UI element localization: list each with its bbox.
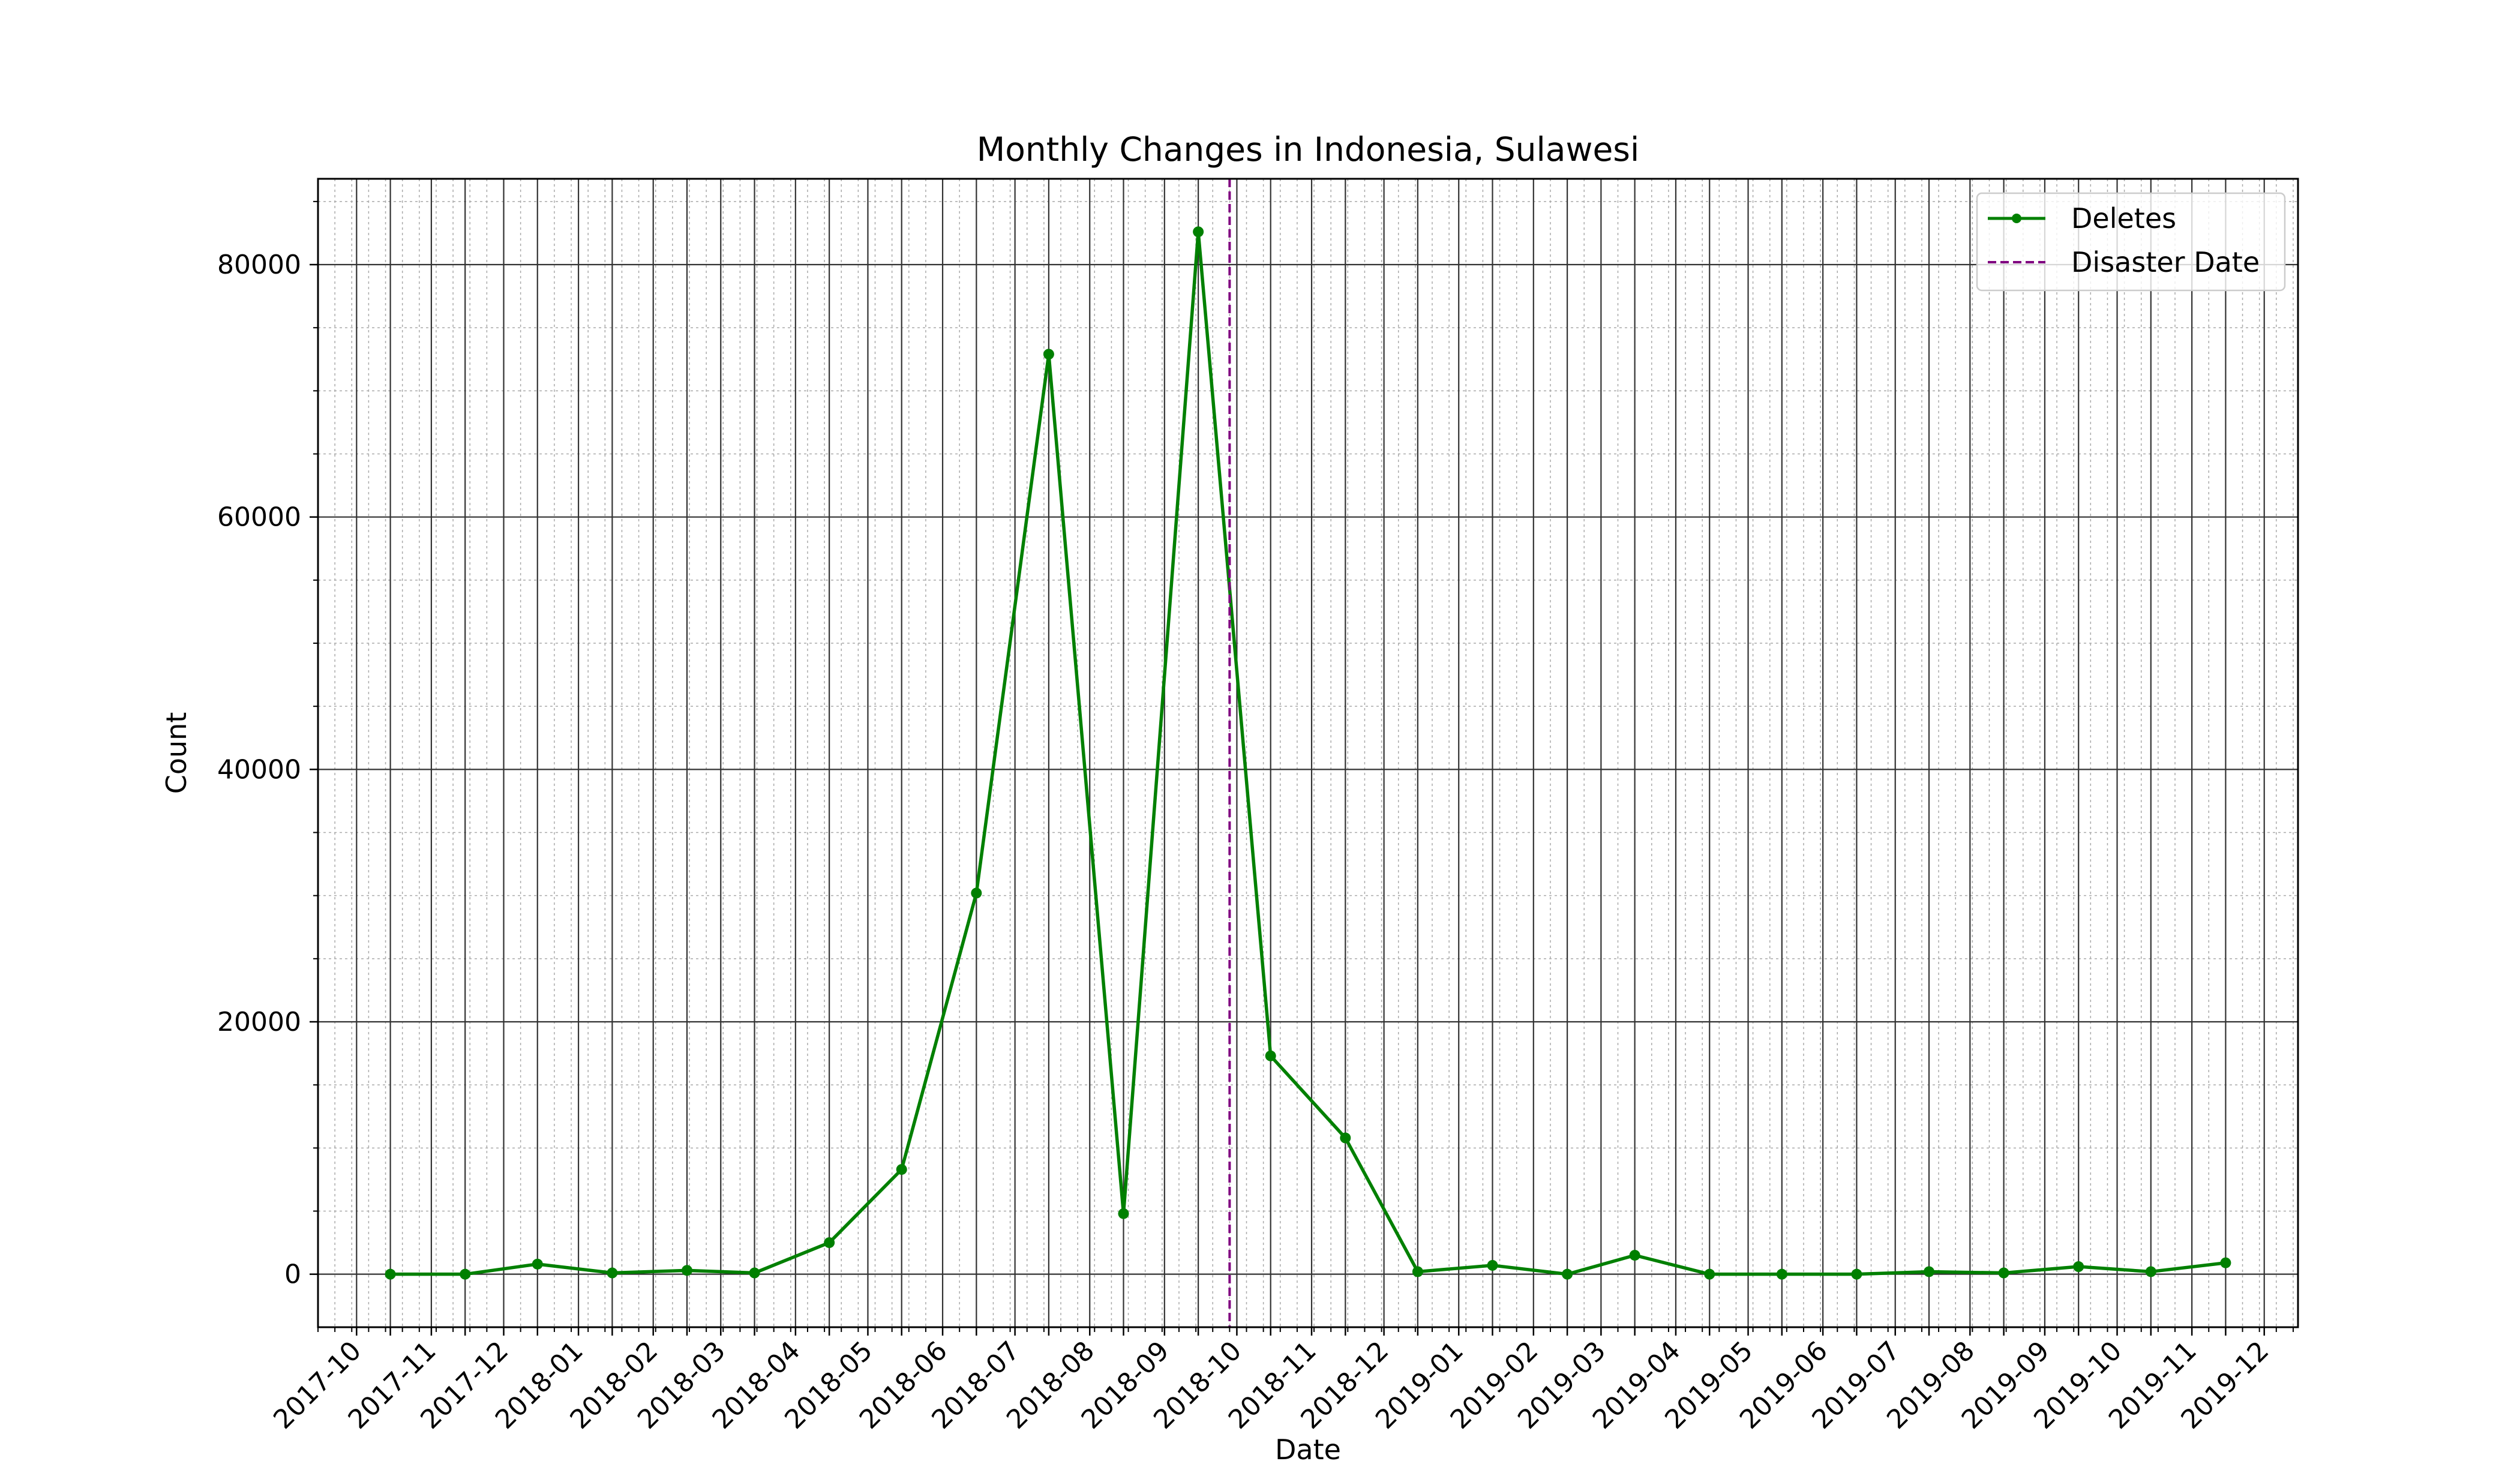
legend-deletes-marker (2012, 214, 2021, 223)
legend-box (1976, 192, 2286, 292)
data-point (1340, 1132, 1351, 1144)
y-tick-label: 80000 (217, 250, 301, 280)
data-point (2220, 1257, 2231, 1268)
y-tick-label: 60000 (217, 502, 301, 533)
data-point (2073, 1261, 2084, 1273)
data-point (532, 1258, 543, 1270)
data-point (460, 1268, 471, 1280)
data-point (607, 1267, 618, 1279)
axis-ticks: 2017-102017-112017-122018-012018-022018-… (217, 200, 2294, 1435)
legend-disaster-label: Disaster Date (2071, 246, 2260, 278)
y-tick-label: 0 (284, 1259, 301, 1290)
data-point (385, 1268, 396, 1280)
plot-frame (317, 178, 2299, 1328)
data-point (1487, 1259, 1498, 1271)
data-point (1118, 1208, 1129, 1219)
data-point (749, 1267, 760, 1279)
data-point (1412, 1266, 1423, 1277)
data-point (2145, 1266, 2156, 1277)
data-point (1924, 1266, 1935, 1277)
chart-title: Monthly Changes in Indonesia, Sulawesi (977, 130, 1640, 169)
data-point (971, 887, 982, 899)
grid (317, 179, 2298, 1327)
data-point (1193, 226, 1204, 238)
y-tick-label: 40000 (217, 754, 301, 785)
x-axis-label: Date (1275, 1433, 1341, 1466)
data-point (1043, 349, 1054, 360)
y-axis-label: Count (160, 712, 193, 794)
data-point (1562, 1268, 1573, 1280)
legend-deletes-label: Deletes (2071, 202, 2176, 235)
data-point (1629, 1250, 1640, 1261)
data-point (896, 1164, 907, 1175)
data-point (1851, 1268, 1862, 1280)
data-point (1776, 1268, 1787, 1280)
legend: Deletes Disaster Date (1976, 192, 2286, 292)
data-point (1998, 1267, 2009, 1279)
data-point (1704, 1268, 1715, 1280)
data-point (681, 1265, 692, 1276)
series-area (385, 179, 2231, 1327)
data-point (824, 1237, 835, 1249)
series-line-deletes (390, 230, 2226, 1276)
data-point (1265, 1050, 1276, 1061)
y-tick-label: 20000 (217, 1007, 301, 1037)
